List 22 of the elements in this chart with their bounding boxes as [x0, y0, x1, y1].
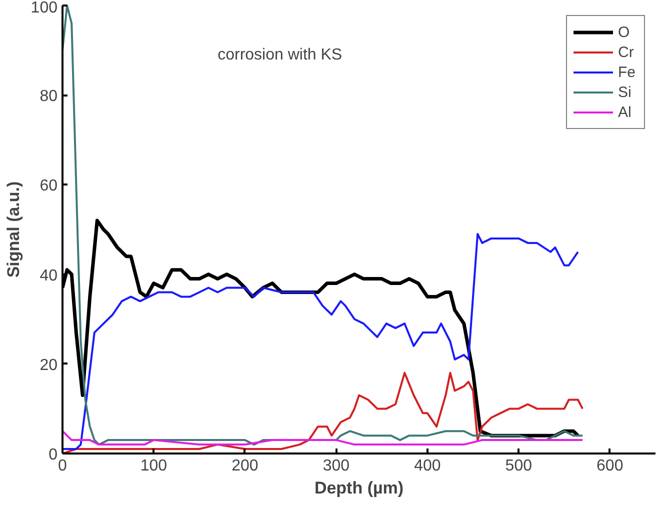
- annotation: corrosion with KS: [218, 46, 342, 64]
- line-series: [62, 6, 584, 446]
- y-tick-label: 20: [40, 356, 58, 374]
- legend-label: Al: [618, 104, 632, 120]
- y-tick-label: 40: [40, 267, 58, 284]
- y-tick-label: 0: [48, 446, 58, 464]
- legend-label: Fe: [618, 64, 637, 80]
- x-tick-label: 600: [596, 458, 624, 474]
- x-tick-label: 300: [322, 458, 350, 474]
- line-series: [62, 372, 584, 454]
- y-tick-label: 100: [30, 0, 58, 16]
- legend-label: Cr: [618, 44, 635, 60]
- x-tick-label: 500: [505, 458, 532, 474]
- y-axis-title: Signal (a.u.): [4, 181, 23, 278]
- x-tick-label: 100: [140, 458, 168, 474]
- x-tick-label: 400: [414, 458, 441, 474]
- y-tick-label: 80: [40, 88, 58, 106]
- legend-label: Si: [618, 84, 632, 100]
- x-tick-label: 200: [232, 458, 258, 474]
- y-tick-label: 60: [40, 178, 58, 195]
- legend-label: O: [618, 24, 631, 40]
- x-axis-title: Depth (µm): [314, 478, 404, 498]
